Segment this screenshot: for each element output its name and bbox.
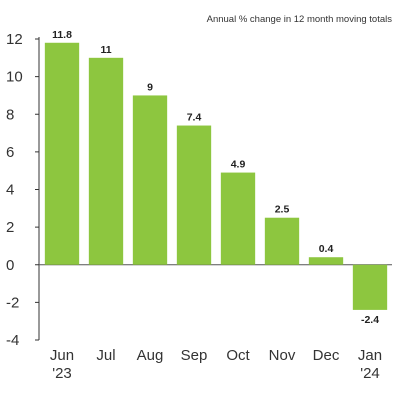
y-tick-label: 10 [6,69,23,86]
data-label: 4.9 [231,159,246,171]
bar [264,217,300,265]
bar [88,57,124,265]
chart-subtitle: Annual % change in 12 month moving total… [207,14,393,25]
x-tick-label-month: Jan [358,347,382,364]
data-labels: 11.8 11 9 7.4 4.9 2.5 0.4 -2.4 [52,29,379,326]
x-tick-label-year: '24 [360,365,380,382]
data-label: 7.4 [187,112,202,124]
data-label: 11.8 [52,29,72,41]
bar [44,42,80,265]
y-tick-label: -4 [6,332,19,349]
x-tick-label-year: '23 [52,365,72,382]
y-tick-label: 0 [6,257,14,274]
data-label: 9 [147,81,153,93]
x-tick-label-month: Aug [137,347,164,364]
bar [220,172,256,265]
bar [352,264,388,310]
bar [176,125,212,265]
data-label: 11 [100,44,111,56]
y-tick-label: 8 [6,106,14,123]
y-axis: 12 10 8 6 4 2 0 -2 -4 [6,31,392,349]
bar [132,95,168,265]
bars [44,42,388,310]
x-tick-label-month: Jul [96,347,115,364]
data-label: 2.5 [275,204,290,216]
data-label: -2.4 [361,314,379,326]
y-tick-label: -2 [6,294,19,311]
y-tick-label: 4 [6,182,14,199]
y-tick-label: 2 [6,219,14,236]
x-tick-label-month: Jun [50,347,74,364]
data-label: 0.4 [319,243,334,255]
x-tick-label-month: Dec [313,347,340,364]
x-tick-label-month: Sep [181,347,208,364]
bar [308,257,344,265]
x-tick-label-month: Oct [226,347,250,364]
x-axis-labels: Jun'23 Jul Aug Sep Oct Nov Dec Jan'24 [50,347,382,382]
y-tick-label: 6 [6,144,14,161]
y-tick-label: 12 [6,31,23,48]
x-tick-label-month: Nov [269,347,296,364]
